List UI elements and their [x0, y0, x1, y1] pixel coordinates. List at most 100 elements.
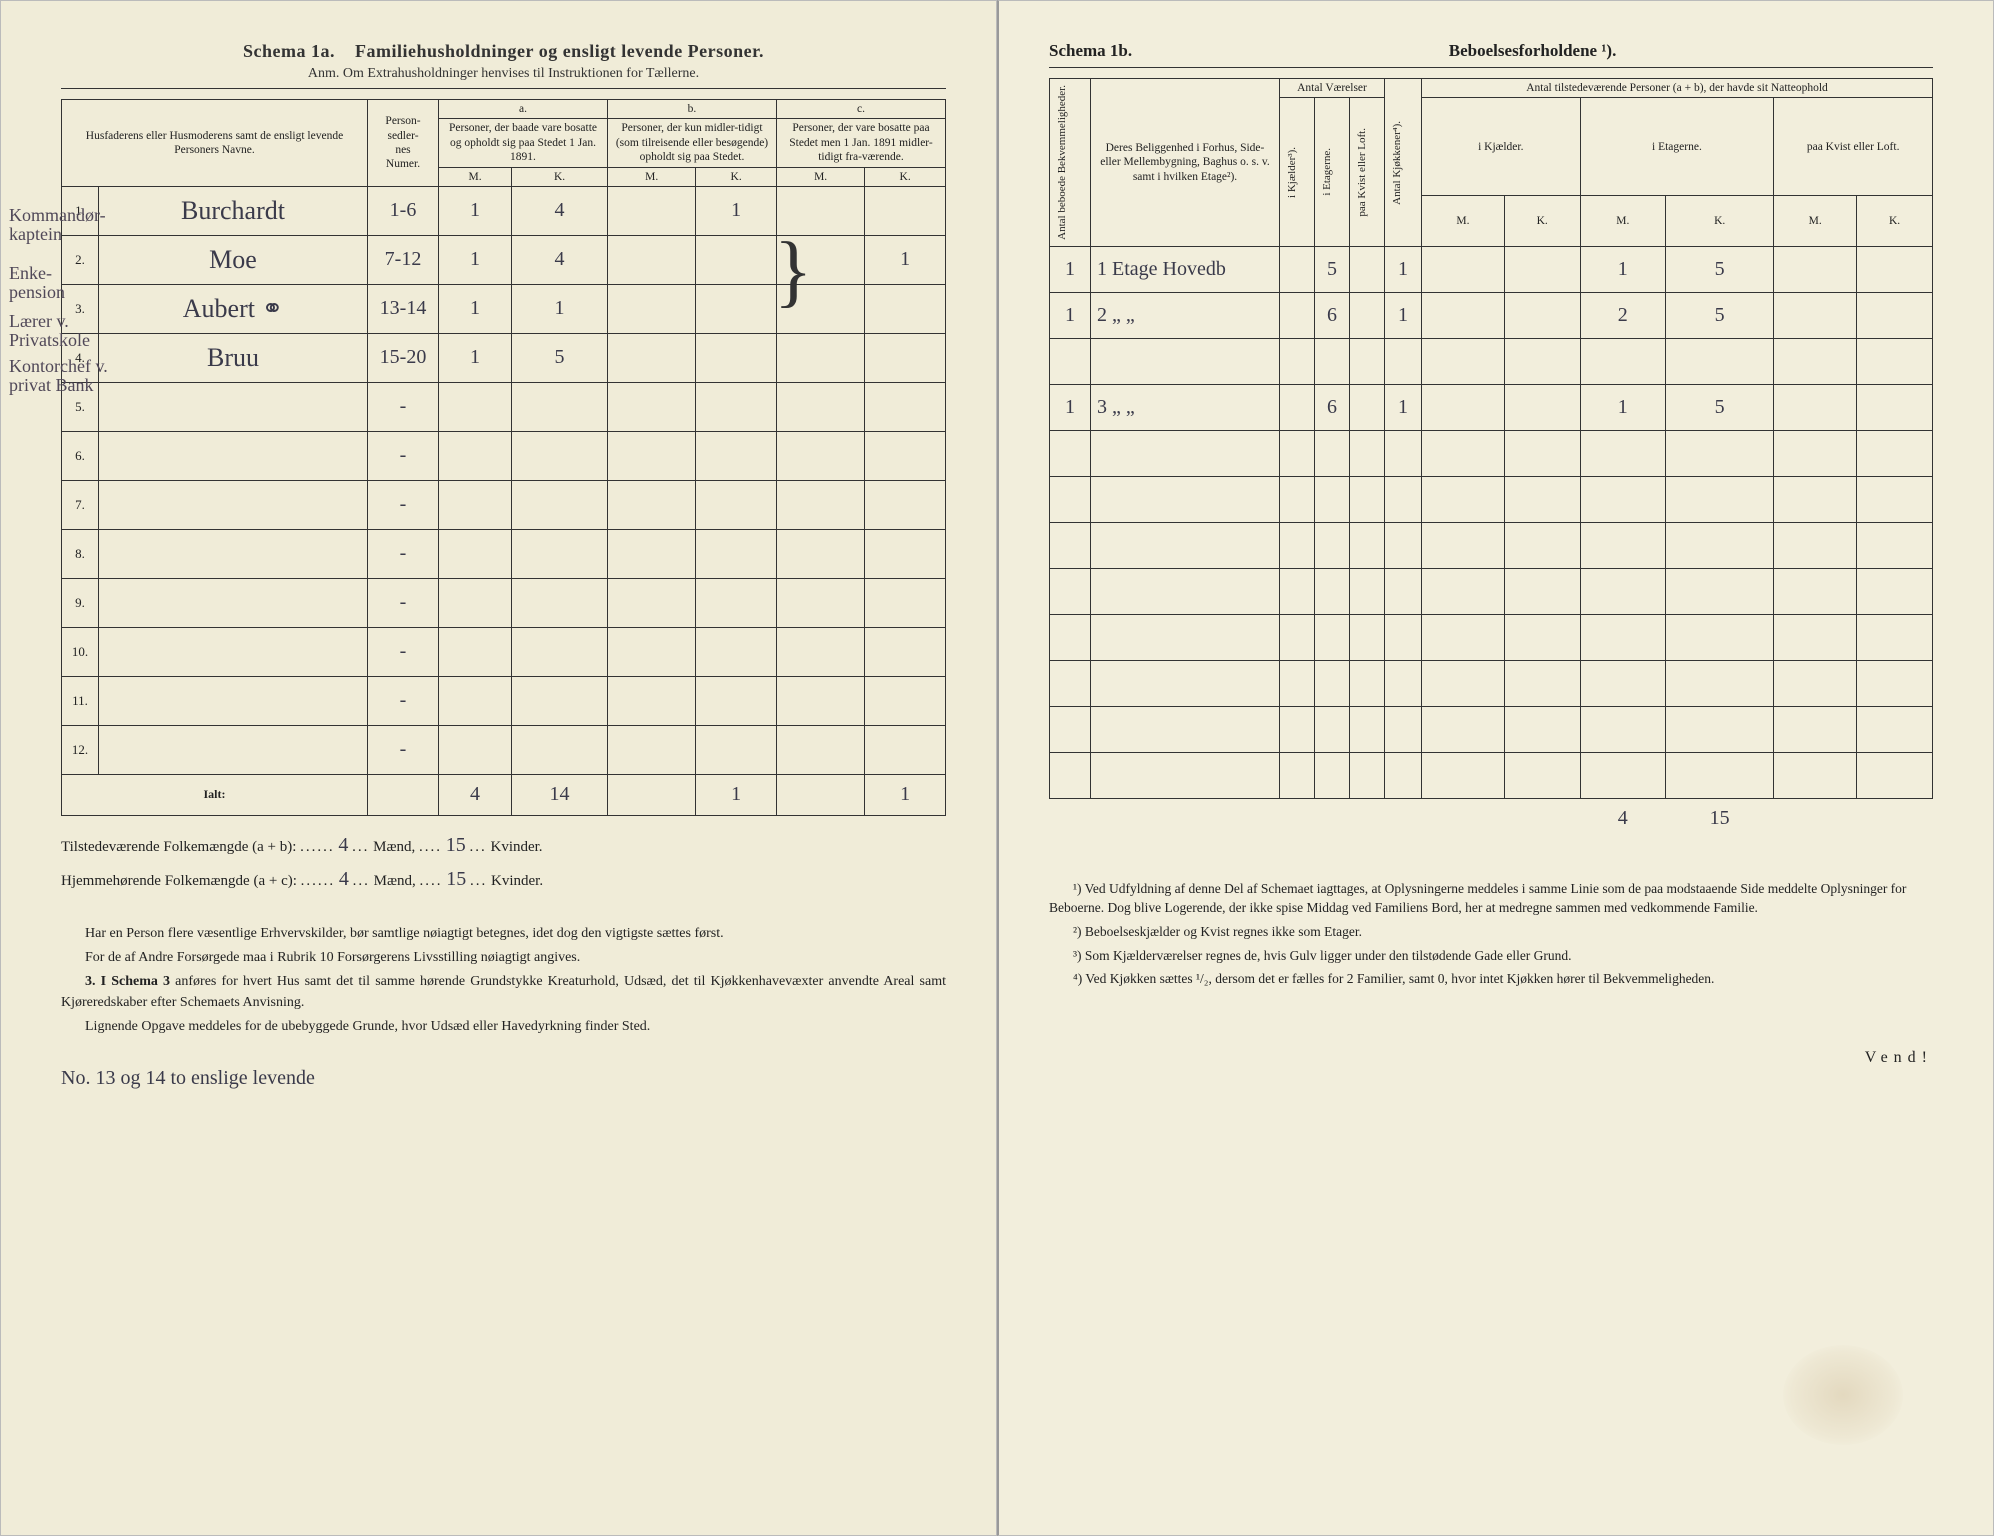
- loft-k: [1857, 384, 1933, 430]
- et-m: [1580, 338, 1665, 384]
- maend-2: Mænd,: [374, 873, 416, 889]
- ialt-ck: 1: [865, 774, 946, 815]
- table-row: [1050, 522, 1933, 568]
- totals-block: Tilstedeværende Folkemængde (a + b): ...…: [61, 828, 946, 896]
- foot3-body: anføres for hvert Hus samt det til samme…: [61, 974, 946, 1009]
- right-footnotes: ¹) Ved Udfyldning af denne Del af Schema…: [1049, 879, 1933, 989]
- beliggenhed: 3 „ „: [1091, 384, 1280, 430]
- b-k: [696, 284, 777, 333]
- col-kjok: Antal Kjøkkener⁴).: [1389, 117, 1407, 209]
- vaer-et: [1315, 568, 1350, 614]
- loft-m: [1774, 384, 1857, 430]
- kjok: [1385, 430, 1422, 476]
- ialt-label: Ialt:: [62, 774, 368, 815]
- vaer-kv: [1350, 292, 1385, 338]
- col-b-k: K.: [696, 167, 777, 186]
- ialt-cm: [776, 774, 864, 815]
- vaer-kv: paa Kvist eller Loft.: [1354, 124, 1372, 221]
- loft-m: [1774, 568, 1857, 614]
- schema-1b-label: Schema 1b.: [1049, 41, 1132, 61]
- row-num: 11.: [62, 676, 99, 725]
- vaer-kj: [1280, 660, 1315, 706]
- et-k: [1666, 706, 1774, 752]
- loft-m: [1774, 522, 1857, 568]
- vaer-kj: [1280, 292, 1315, 338]
- foot3: 3. I Schema 3 anføres for hvert Hus samt…: [61, 972, 946, 1013]
- kvinder-1: Kvinder.: [490, 839, 542, 855]
- vaer-et: [1315, 430, 1350, 476]
- table-row: [1050, 614, 1933, 660]
- antal-bekv: [1050, 522, 1091, 568]
- loft-k: [1857, 660, 1933, 706]
- vaer-et: 6: [1315, 384, 1350, 430]
- person-nr: -: [368, 480, 439, 529]
- beliggenhed: [1091, 338, 1280, 384]
- a-k: 5: [512, 333, 608, 382]
- kj-m: M.: [1422, 196, 1505, 247]
- ialt-ak: 14: [512, 774, 608, 815]
- loft-k: [1857, 752, 1933, 798]
- a-m: [439, 578, 512, 627]
- loft-m: [1774, 430, 1857, 476]
- vaer-et: [1315, 522, 1350, 568]
- b-m: [607, 186, 695, 235]
- a-m: [439, 431, 512, 480]
- name-cell: [99, 480, 368, 529]
- c-k: [865, 529, 946, 578]
- b-k: [696, 480, 777, 529]
- table-row: 6.-: [62, 431, 946, 480]
- vaer-et: [1315, 752, 1350, 798]
- name-cell: Aubert ⚭: [99, 284, 368, 333]
- loft-k: [1857, 246, 1933, 292]
- vaer-et: i Etagerne.: [1319, 144, 1337, 200]
- a-k: 4: [512, 235, 608, 284]
- et-m: [1580, 752, 1665, 798]
- a-m: 1: [439, 235, 512, 284]
- vaer-kj: [1280, 338, 1315, 384]
- beliggenhed: [1091, 752, 1280, 798]
- antal-bekv: [1050, 706, 1091, 752]
- table-row: [1050, 752, 1933, 798]
- vaer-kv: [1350, 568, 1385, 614]
- name-cell: Bruu: [99, 333, 368, 382]
- a-m: 1: [439, 333, 512, 382]
- hjemme-m: 4: [339, 868, 349, 890]
- c-m: [776, 578, 864, 627]
- table-row: 12 „ „6125: [1050, 292, 1933, 338]
- col-b-m: M.: [607, 167, 695, 186]
- person-nr: 15-20: [368, 333, 439, 382]
- table-row: 1.Burchardt1-6141: [62, 186, 946, 235]
- et-m: [1580, 476, 1665, 522]
- loft-m: [1774, 706, 1857, 752]
- left-page: Schema 1a. Familiehusholdninger og ensli…: [0, 0, 997, 1536]
- c-k: [865, 333, 946, 382]
- tilstede-m: 4: [338, 834, 348, 856]
- table-row: [1050, 430, 1933, 476]
- a-k: [512, 725, 608, 774]
- et-k: [1666, 338, 1774, 384]
- tilstede-label: Tilstedeværende Folkemængde (a + b):: [61, 839, 296, 855]
- fn3: ³) Som Kjælderværelser regnes de, hvis G…: [1049, 946, 1933, 966]
- vaer-kv: [1350, 522, 1385, 568]
- kjok: [1385, 568, 1422, 614]
- loft-k: [1857, 568, 1933, 614]
- kj-k: K.: [1504, 196, 1580, 247]
- et-k: [1666, 476, 1774, 522]
- right-sum-row: 4 15: [1050, 798, 1933, 839]
- vaer-kj: [1280, 384, 1315, 430]
- loft-k: [1857, 292, 1933, 338]
- loft-m: [1774, 246, 1857, 292]
- person-nr: -: [368, 725, 439, 774]
- left-anm: Anm. Om Extrahusholdninger henvises til …: [61, 66, 946, 89]
- et-m: 1: [1580, 246, 1665, 292]
- kj-m: [1422, 706, 1505, 752]
- kj-k: [1504, 614, 1580, 660]
- c-m: [776, 676, 864, 725]
- vaer-kv: [1350, 706, 1385, 752]
- ialt-am: 4: [439, 774, 512, 815]
- col-beligg: Deres Beliggenhed i Forhus, Side- eller …: [1091, 79, 1280, 247]
- sum-ek: 15: [1666, 798, 1774, 839]
- row-num: 12.: [62, 725, 99, 774]
- antal-bekv: 1: [1050, 384, 1091, 430]
- person-nr: 1-6: [368, 186, 439, 235]
